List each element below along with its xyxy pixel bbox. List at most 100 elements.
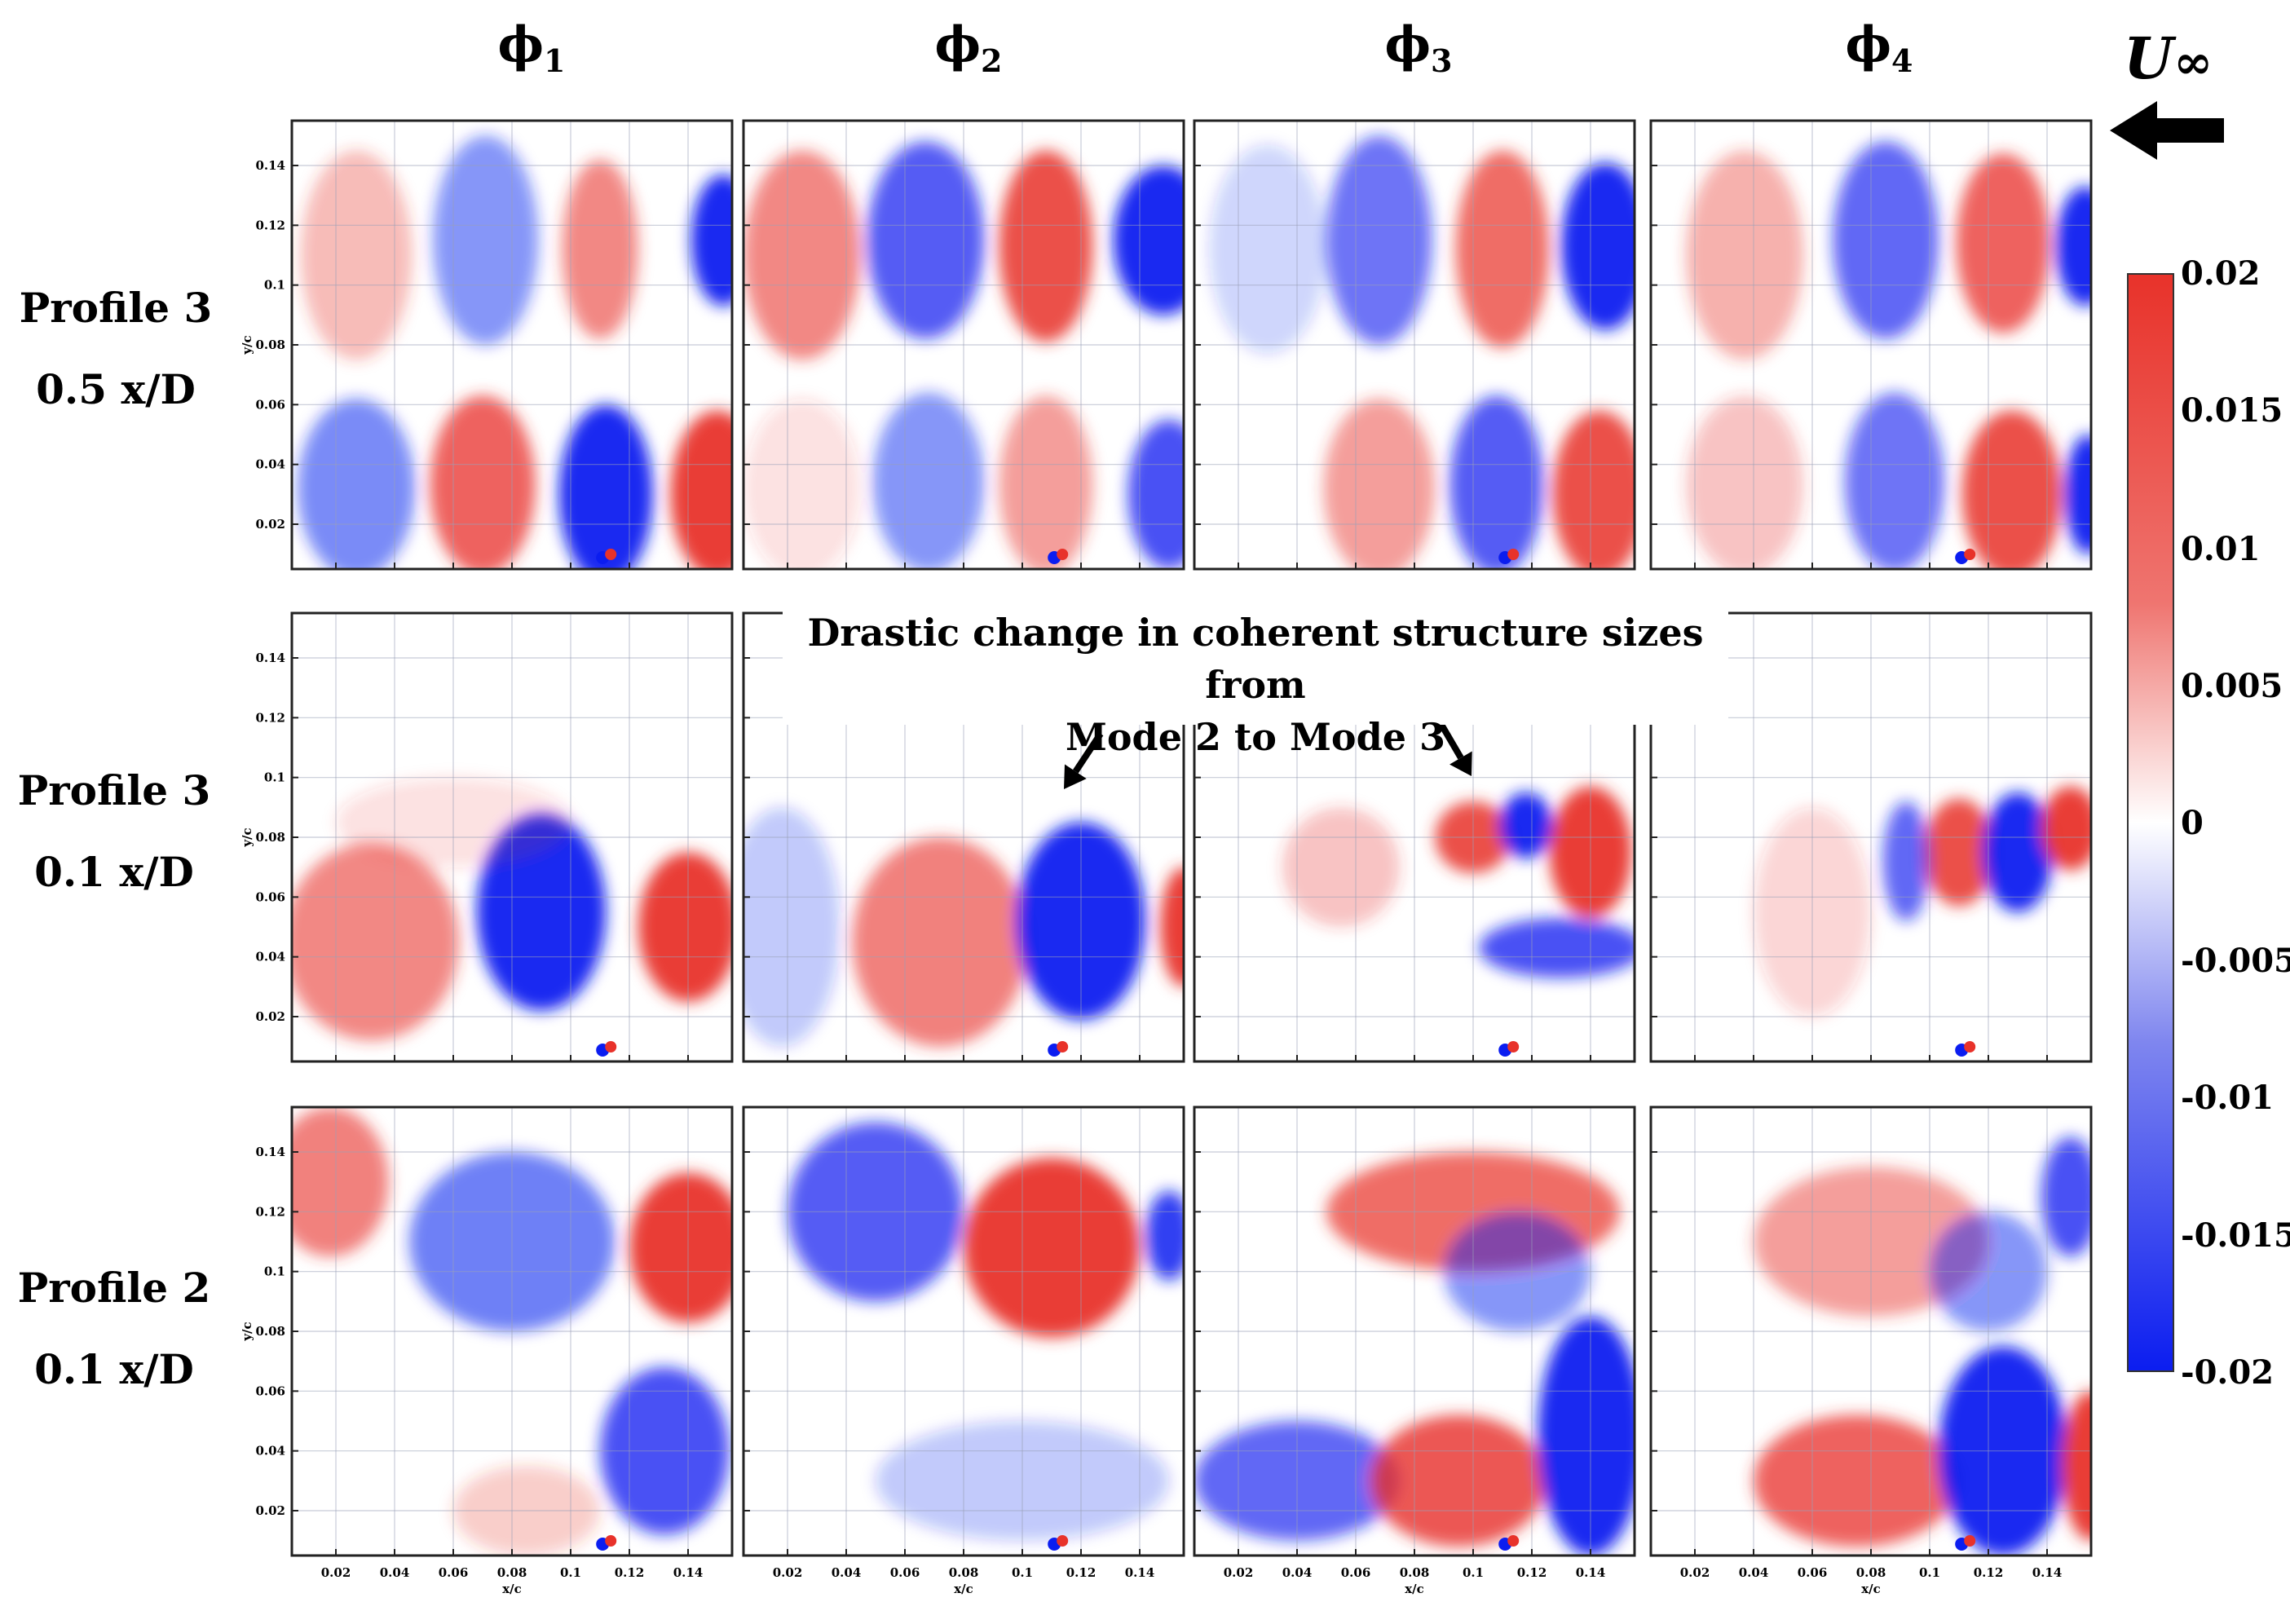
negative-structure <box>743 807 841 1047</box>
x-tick-label: 0.06 <box>890 1565 920 1580</box>
body-marker-icon <box>1507 549 1520 560</box>
x-tick-label: 0.06 <box>439 1565 469 1580</box>
row-label-2: Profile 3 0.1 x/D <box>0 750 228 913</box>
row-profile: Profile 3 <box>19 284 213 332</box>
x-tick-label: 0.04 <box>1739 1565 1769 1580</box>
negative-structure <box>2055 186 2091 307</box>
annotation-line-2: Mode 2 to Mode 3 <box>1065 715 1446 759</box>
body-marker-icon <box>1057 1535 1069 1547</box>
negative-structure <box>476 813 607 1011</box>
freestream-velocity-label: U∞ <box>2124 24 2213 92</box>
x-tick-label: 0.06 <box>1341 1565 1371 1580</box>
colorbar-tick: 0.015 <box>2181 391 2283 430</box>
y-axis-label: y/c <box>240 335 254 355</box>
x-tick-label: 0.02 <box>1680 1565 1710 1580</box>
annotation-line-1: Drastic change in coherent structure siz… <box>807 611 1704 707</box>
x-tick-label: 0.02 <box>773 1565 803 1580</box>
x-axis-label: x/c <box>1405 1582 1424 1596</box>
column-label-mode-1: ϕ1 <box>497 16 566 79</box>
positive-structure <box>1754 1414 1959 1547</box>
positive-structure <box>1956 153 2050 333</box>
negative-structure <box>1113 165 1184 316</box>
row-location: 0.5 x/D <box>36 365 196 413</box>
annotation-arrow-icon <box>1064 731 1104 789</box>
x-tick-label: 0.1 <box>1012 1565 1033 1580</box>
y-tick-label: 0.06 <box>255 1383 285 1398</box>
flow-arrow-icon <box>2110 101 2224 160</box>
y-tick-label: 0.06 <box>255 397 285 412</box>
negative-structure <box>1145 1190 1184 1281</box>
y-axis-label: y/c <box>240 1322 254 1341</box>
positive-structure <box>1686 150 1804 360</box>
row-profile: Profile 3 <box>17 766 211 814</box>
y-tick-label: 0.02 <box>255 1503 285 1518</box>
negative-structure <box>1127 419 1184 569</box>
positive-structure <box>629 1172 732 1322</box>
y-tick-label: 0.08 <box>255 338 285 352</box>
body-marker-icon <box>605 1535 617 1547</box>
negative-structure <box>1209 144 1326 355</box>
body-marker-icon <box>1057 549 1069 560</box>
negative-structure <box>872 392 985 569</box>
colorbar-tick: -0.015 <box>2181 1216 2290 1255</box>
body-marker-icon <box>1964 1041 1976 1053</box>
mode-panel: 0.02 0.04 0.06 0.08 0.1 0.12 0.14 x/c <box>1193 1105 1636 1596</box>
mode-panel <box>1649 119 2093 571</box>
positive-structure <box>1923 798 1995 907</box>
colorbar <box>2127 273 2174 1372</box>
positive-structure <box>1552 410 1635 569</box>
positive-structure <box>430 395 536 569</box>
row-profile: Profile 2 <box>17 1264 211 1312</box>
mode-panel: 0.14 0.12 0.1 0.08 0.06 0.04 0.02 y/c <box>240 119 734 571</box>
body-marker-icon <box>1964 549 1976 560</box>
x-axis-label: x/c <box>502 1582 522 1596</box>
negative-structure <box>2064 435 2091 554</box>
row-location: 0.1 x/D <box>34 1345 194 1393</box>
colorbar-tick: 0 <box>2181 804 2204 842</box>
positive-structure <box>1370 1414 1547 1547</box>
positive-structure <box>743 150 861 360</box>
body-marker-icon <box>1507 1041 1520 1053</box>
x-tick-label: 0.14 <box>1125 1565 1155 1580</box>
x-tick-label: 0.12 <box>1066 1565 1096 1580</box>
x-tick-label: 0.04 <box>832 1565 862 1580</box>
positive-structure <box>1282 807 1400 927</box>
x-tick-label: 0.1 <box>560 1565 581 1580</box>
negative-structure <box>1561 162 1635 330</box>
positive-structure <box>638 852 732 1002</box>
x-tick-label: 0.06 <box>1798 1565 1828 1580</box>
y-tick-label: 0.02 <box>255 1009 285 1024</box>
y-tick-label: 0.14 <box>255 1145 285 1159</box>
body-marker-icon <box>605 549 617 560</box>
negative-structure <box>1499 792 1553 858</box>
y-tick-label: 0.08 <box>255 830 285 845</box>
annotation-box: Drastic change in coherent structure siz… <box>783 602 1728 759</box>
body-marker-icon <box>1057 1041 1069 1053</box>
y-tick-label: 0.04 <box>255 950 285 964</box>
x-tick-label: 0.08 <box>1400 1565 1430 1580</box>
colorbar-tick: 0.01 <box>2181 530 2261 568</box>
y-tick-label: 0.1 <box>264 278 285 293</box>
positive-structure <box>292 1107 389 1257</box>
positive-structure <box>2062 1391 2091 1541</box>
positive-structure <box>999 150 1093 342</box>
row-label-1: Profile 3 0.5 x/D <box>2 267 230 430</box>
positive-structure <box>1455 150 1550 348</box>
colorbar-tick: -0.02 <box>2181 1353 2275 1392</box>
positive-structure <box>562 159 638 339</box>
positive-structure <box>292 843 460 1041</box>
y-tick-label: 0.12 <box>255 710 285 725</box>
x-tick-label: 0.1 <box>1463 1565 1484 1580</box>
y-tick-label: 0.04 <box>255 457 285 472</box>
x-tick-label: 0.08 <box>497 1565 527 1580</box>
colorbar-tick: 0.02 <box>2181 254 2261 293</box>
negative-structure <box>2041 1136 2091 1257</box>
y-tick-label: 0.1 <box>264 1264 285 1279</box>
x-tick-label: 0.04 <box>1282 1565 1313 1580</box>
positive-structure <box>964 1158 1140 1338</box>
negative-structure <box>1833 141 1939 339</box>
colorbar-tick: -0.01 <box>2181 1079 2275 1117</box>
x-tick-label: 0.14 <box>2032 1565 2063 1580</box>
y-tick-label: 0.12 <box>255 1204 285 1219</box>
body-marker-icon <box>1964 1535 1976 1547</box>
